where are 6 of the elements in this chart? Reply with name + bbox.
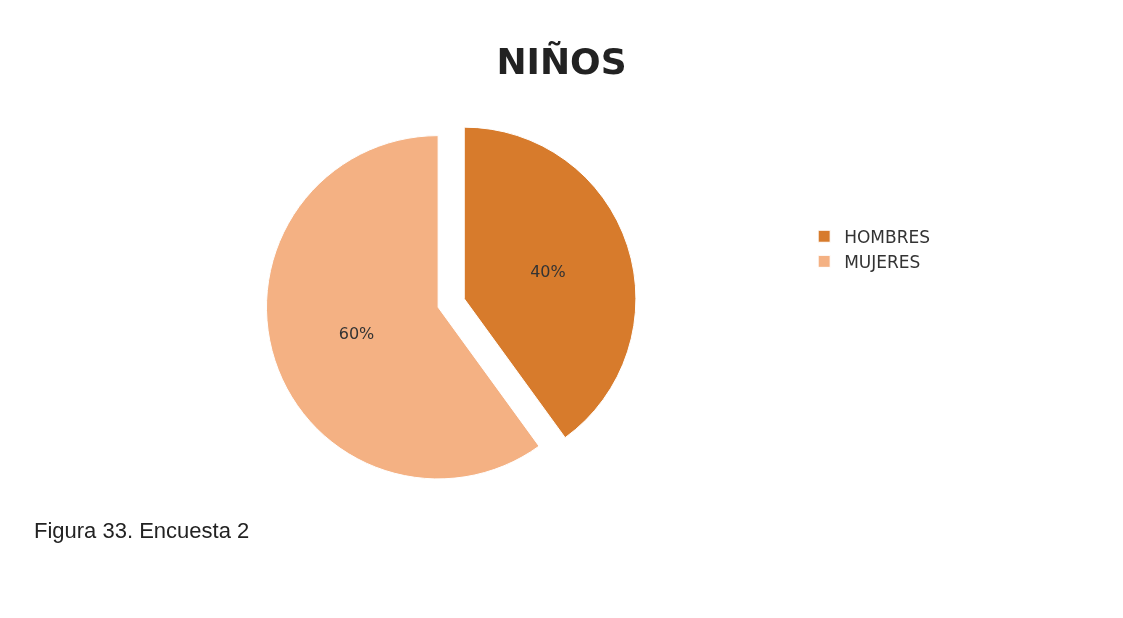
data-label: 60% [338,324,375,344]
chart-title: NIÑOS [496,41,627,83]
data-label: 40% [530,262,566,282]
text: Figura 33. Encuesta 2 [34,518,250,543]
legend-label: HOMBRES [844,226,930,247]
legend-label: MUJERES [844,251,921,272]
